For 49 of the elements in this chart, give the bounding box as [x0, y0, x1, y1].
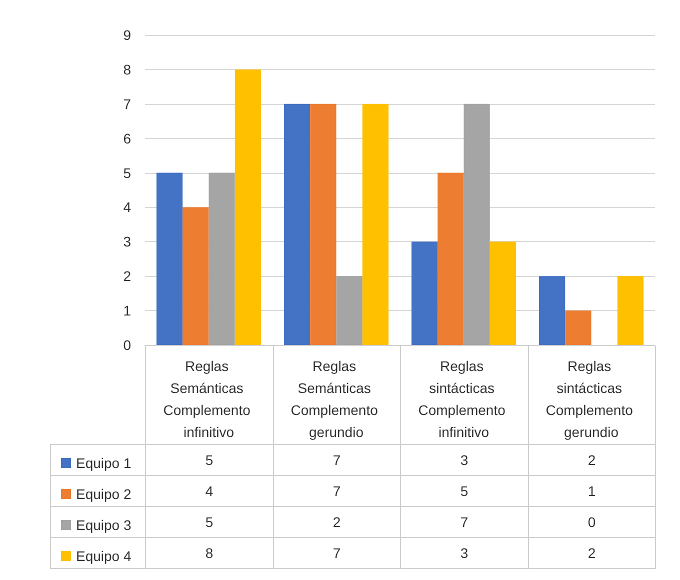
data-label: 4 — [146, 475, 273, 506]
bar — [208, 172, 235, 345]
bar — [617, 276, 644, 345]
legend-label: Equipo 3 — [76, 517, 132, 533]
y-tick-label: 9 — [123, 27, 132, 43]
data-label: 2 — [528, 537, 656, 568]
bar — [234, 69, 262, 345]
bar — [156, 172, 183, 345]
y-tick-label: 3 — [123, 234, 132, 250]
bar — [182, 207, 209, 345]
data-label: 7 — [273, 537, 400, 568]
bar — [362, 104, 389, 345]
data-label: 7 — [273, 444, 400, 475]
data-label: 8 — [146, 537, 273, 568]
y-tick-label: 8 — [123, 61, 132, 78]
data-label: 3 — [400, 444, 528, 475]
data-label: 5 — [146, 506, 273, 537]
x-tick-label: Reglas sintácticas Complemento gerundio — [546, 358, 637, 440]
y-tick-label: 5 — [123, 164, 132, 181]
y-tick-label: 2 — [123, 268, 132, 284]
bar — [565, 310, 592, 345]
data-label: 5 — [400, 475, 528, 506]
bar — [284, 104, 310, 345]
bar — [490, 242, 516, 345]
bar — [538, 276, 566, 345]
legend-label: Equipo 2 — [76, 486, 132, 502]
x-tick-label: Reglas sintácticas Complemento infinitivo — [418, 358, 510, 440]
data-label: 2 — [528, 444, 656, 475]
data-label: 1 — [528, 475, 656, 506]
bar — [336, 276, 362, 345]
x-tick-label: Reglas Semánticas Complemento gerundio — [290, 358, 382, 440]
data-label: 2 — [273, 506, 400, 537]
y-tick-label: 6 — [123, 130, 132, 146]
y-tick-label: 1 — [123, 302, 132, 319]
data-label: 5 — [146, 444, 273, 475]
bar — [464, 104, 490, 345]
bar — [438, 172, 464, 345]
x-tick-label: Reglas Semánticas Complemento infinitivo — [163, 358, 254, 440]
data-label: 0 — [528, 506, 656, 537]
y-tick-label: 7 — [123, 96, 132, 112]
data-label: 7 — [273, 475, 400, 506]
legend-label: Equipo 1 — [76, 455, 132, 471]
legend-label: Equipo 4 — [76, 548, 132, 564]
bar — [310, 104, 336, 345]
y-tick-label: 0 — [123, 337, 132, 353]
data-label: 3 — [400, 537, 528, 568]
bar — [411, 242, 438, 345]
y-tick-label: 4 — [123, 199, 132, 216]
data-label: 7 — [400, 506, 528, 537]
